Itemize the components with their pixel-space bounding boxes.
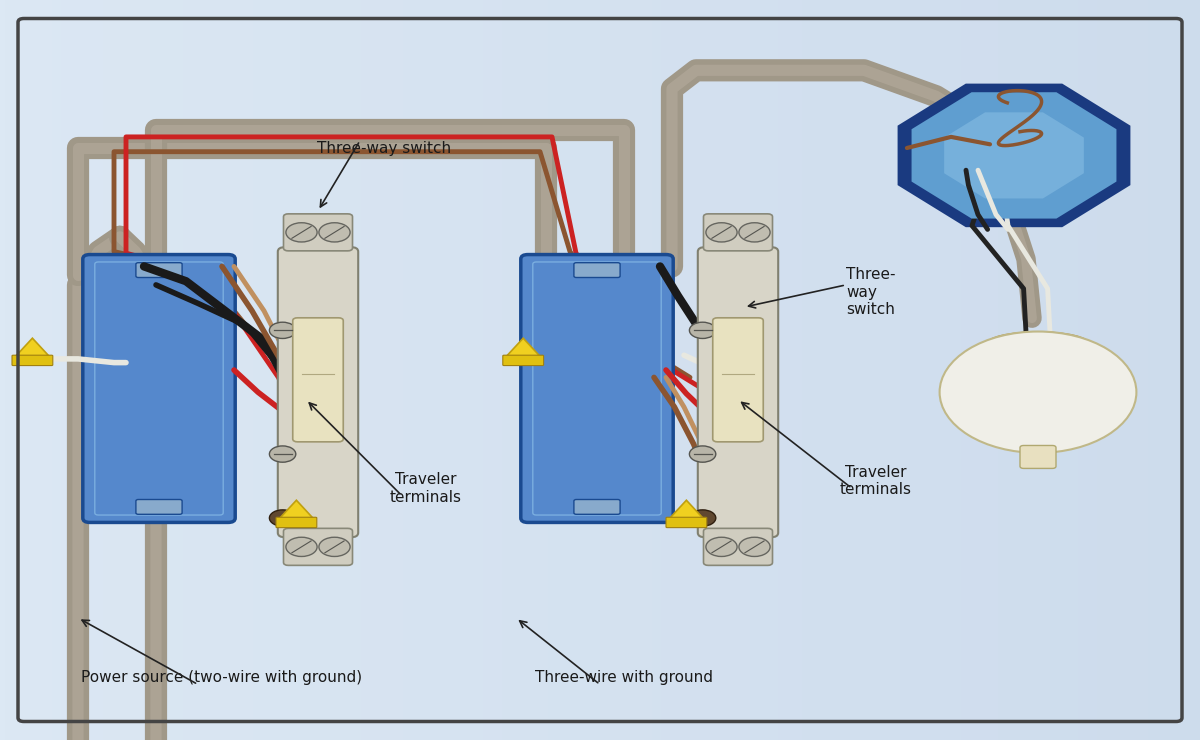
FancyBboxPatch shape	[1020, 445, 1056, 468]
Circle shape	[270, 322, 296, 338]
FancyBboxPatch shape	[703, 528, 773, 565]
Text: Traveler
terminals: Traveler terminals	[390, 472, 462, 505]
Circle shape	[286, 223, 317, 242]
Circle shape	[940, 332, 1136, 453]
Circle shape	[739, 537, 770, 556]
FancyBboxPatch shape	[136, 500, 182, 514]
Circle shape	[689, 510, 716, 526]
Text: Power source (two-wire with ground): Power source (two-wire with ground)	[82, 670, 362, 685]
Circle shape	[728, 394, 748, 406]
FancyBboxPatch shape	[503, 355, 544, 366]
FancyBboxPatch shape	[574, 500, 620, 514]
Polygon shape	[898, 84, 1130, 227]
Circle shape	[706, 537, 737, 556]
FancyBboxPatch shape	[83, 255, 235, 522]
Text: Three-wire with ground: Three-wire with ground	[535, 670, 713, 685]
Polygon shape	[944, 112, 1084, 198]
FancyBboxPatch shape	[283, 528, 353, 565]
Circle shape	[706, 223, 737, 242]
Circle shape	[689, 322, 716, 338]
FancyBboxPatch shape	[703, 214, 773, 251]
Text: Three-
way
switch: Three- way switch	[846, 267, 895, 317]
FancyBboxPatch shape	[136, 263, 182, 278]
FancyBboxPatch shape	[713, 317, 763, 442]
FancyBboxPatch shape	[698, 247, 779, 537]
FancyBboxPatch shape	[12, 355, 53, 366]
FancyBboxPatch shape	[521, 255, 673, 522]
FancyBboxPatch shape	[276, 517, 317, 528]
Circle shape	[689, 446, 716, 462]
Text: Traveler
terminals: Traveler terminals	[840, 465, 912, 497]
Polygon shape	[13, 338, 52, 359]
Circle shape	[319, 537, 350, 556]
FancyBboxPatch shape	[1014, 335, 1062, 360]
Circle shape	[319, 223, 350, 242]
Circle shape	[308, 394, 328, 406]
FancyBboxPatch shape	[283, 214, 353, 251]
Ellipse shape	[986, 332, 1090, 356]
FancyBboxPatch shape	[666, 517, 707, 528]
Polygon shape	[667, 500, 706, 521]
FancyBboxPatch shape	[278, 247, 358, 537]
FancyBboxPatch shape	[574, 263, 620, 278]
Circle shape	[270, 446, 296, 462]
Circle shape	[739, 223, 770, 242]
Text: Three-way switch: Three-way switch	[317, 141, 451, 155]
Polygon shape	[504, 338, 542, 359]
Circle shape	[270, 510, 296, 526]
Polygon shape	[912, 92, 1116, 218]
Polygon shape	[277, 500, 316, 521]
Circle shape	[286, 537, 317, 556]
FancyBboxPatch shape	[293, 317, 343, 442]
